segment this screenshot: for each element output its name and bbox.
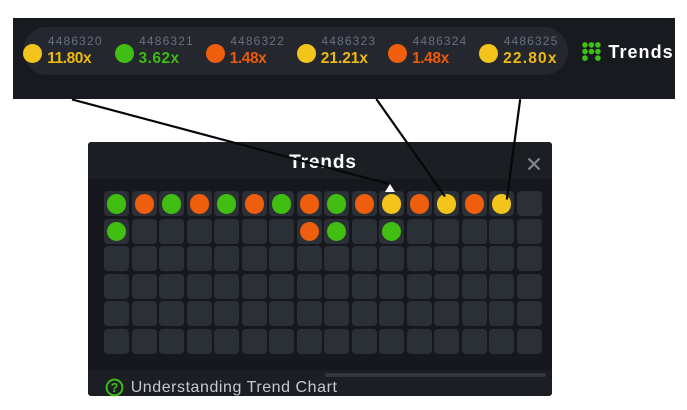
svg-text:?: ? [110, 381, 118, 395]
